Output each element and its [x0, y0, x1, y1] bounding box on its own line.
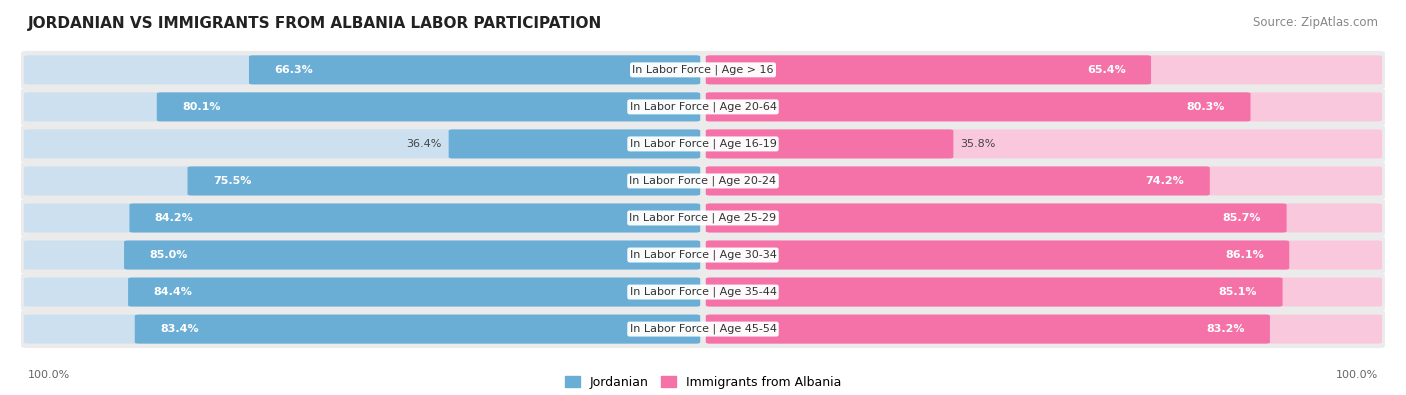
FancyBboxPatch shape [128, 278, 700, 307]
FancyBboxPatch shape [157, 92, 700, 121]
Text: JORDANIAN VS IMMIGRANTS FROM ALBANIA LABOR PARTICIPATION: JORDANIAN VS IMMIGRANTS FROM ALBANIA LAB… [28, 16, 602, 31]
Text: In Labor Force | Age 20-64: In Labor Force | Age 20-64 [630, 102, 776, 112]
FancyBboxPatch shape [187, 166, 700, 196]
FancyBboxPatch shape [129, 203, 700, 233]
Text: 80.1%: 80.1% [183, 102, 221, 112]
Text: 84.2%: 84.2% [155, 213, 194, 223]
Text: In Labor Force | Age > 16: In Labor Force | Age > 16 [633, 65, 773, 75]
Text: 85.7%: 85.7% [1223, 213, 1261, 223]
FancyBboxPatch shape [24, 203, 700, 233]
FancyBboxPatch shape [21, 236, 1385, 274]
FancyBboxPatch shape [706, 278, 1382, 307]
FancyBboxPatch shape [706, 166, 1209, 196]
Text: 66.3%: 66.3% [274, 65, 314, 75]
Text: In Labor Force | Age 30-34: In Labor Force | Age 30-34 [630, 250, 776, 260]
Text: 80.3%: 80.3% [1187, 102, 1225, 112]
FancyBboxPatch shape [706, 241, 1289, 269]
Text: 74.2%: 74.2% [1146, 176, 1184, 186]
Text: In Labor Force | Age 25-29: In Labor Force | Age 25-29 [630, 213, 776, 223]
FancyBboxPatch shape [706, 241, 1382, 269]
Text: In Labor Force | Age 35-44: In Labor Force | Age 35-44 [630, 287, 776, 297]
FancyBboxPatch shape [24, 241, 700, 269]
FancyBboxPatch shape [706, 203, 1286, 233]
FancyBboxPatch shape [706, 55, 1152, 85]
FancyBboxPatch shape [24, 166, 700, 196]
Text: 84.4%: 84.4% [153, 287, 193, 297]
Text: Source: ZipAtlas.com: Source: ZipAtlas.com [1253, 16, 1378, 29]
Text: 85.1%: 85.1% [1219, 287, 1257, 297]
FancyBboxPatch shape [706, 314, 1382, 344]
FancyBboxPatch shape [24, 55, 700, 85]
Text: 65.4%: 65.4% [1087, 65, 1126, 75]
Text: 86.1%: 86.1% [1225, 250, 1264, 260]
FancyBboxPatch shape [706, 92, 1382, 121]
Text: 83.4%: 83.4% [160, 324, 198, 334]
Text: 36.4%: 36.4% [406, 139, 441, 149]
FancyBboxPatch shape [706, 278, 1282, 307]
FancyBboxPatch shape [706, 203, 1382, 233]
FancyBboxPatch shape [249, 55, 700, 85]
Text: 85.0%: 85.0% [149, 250, 188, 260]
FancyBboxPatch shape [24, 278, 700, 307]
Text: 100.0%: 100.0% [1336, 370, 1378, 380]
Text: 35.8%: 35.8% [960, 139, 995, 149]
FancyBboxPatch shape [21, 88, 1385, 126]
FancyBboxPatch shape [706, 130, 1382, 158]
FancyBboxPatch shape [24, 92, 700, 121]
Legend: Jordanian, Immigrants from Albania: Jordanian, Immigrants from Albania [565, 376, 841, 389]
Text: 83.2%: 83.2% [1206, 324, 1244, 334]
FancyBboxPatch shape [21, 310, 1385, 348]
FancyBboxPatch shape [706, 314, 1270, 344]
FancyBboxPatch shape [706, 166, 1382, 196]
FancyBboxPatch shape [135, 314, 700, 344]
Text: In Labor Force | Age 45-54: In Labor Force | Age 45-54 [630, 324, 776, 334]
FancyBboxPatch shape [21, 162, 1385, 200]
Text: 75.5%: 75.5% [212, 176, 252, 186]
FancyBboxPatch shape [449, 130, 700, 158]
FancyBboxPatch shape [21, 51, 1385, 89]
FancyBboxPatch shape [21, 199, 1385, 237]
FancyBboxPatch shape [21, 125, 1385, 163]
FancyBboxPatch shape [706, 130, 953, 158]
Text: In Labor Force | Age 16-19: In Labor Force | Age 16-19 [630, 139, 776, 149]
FancyBboxPatch shape [706, 55, 1382, 85]
Text: 100.0%: 100.0% [28, 370, 70, 380]
FancyBboxPatch shape [24, 314, 700, 344]
FancyBboxPatch shape [24, 130, 700, 158]
FancyBboxPatch shape [21, 273, 1385, 311]
FancyBboxPatch shape [124, 241, 700, 269]
FancyBboxPatch shape [706, 92, 1250, 121]
Text: In Labor Force | Age 20-24: In Labor Force | Age 20-24 [630, 176, 776, 186]
